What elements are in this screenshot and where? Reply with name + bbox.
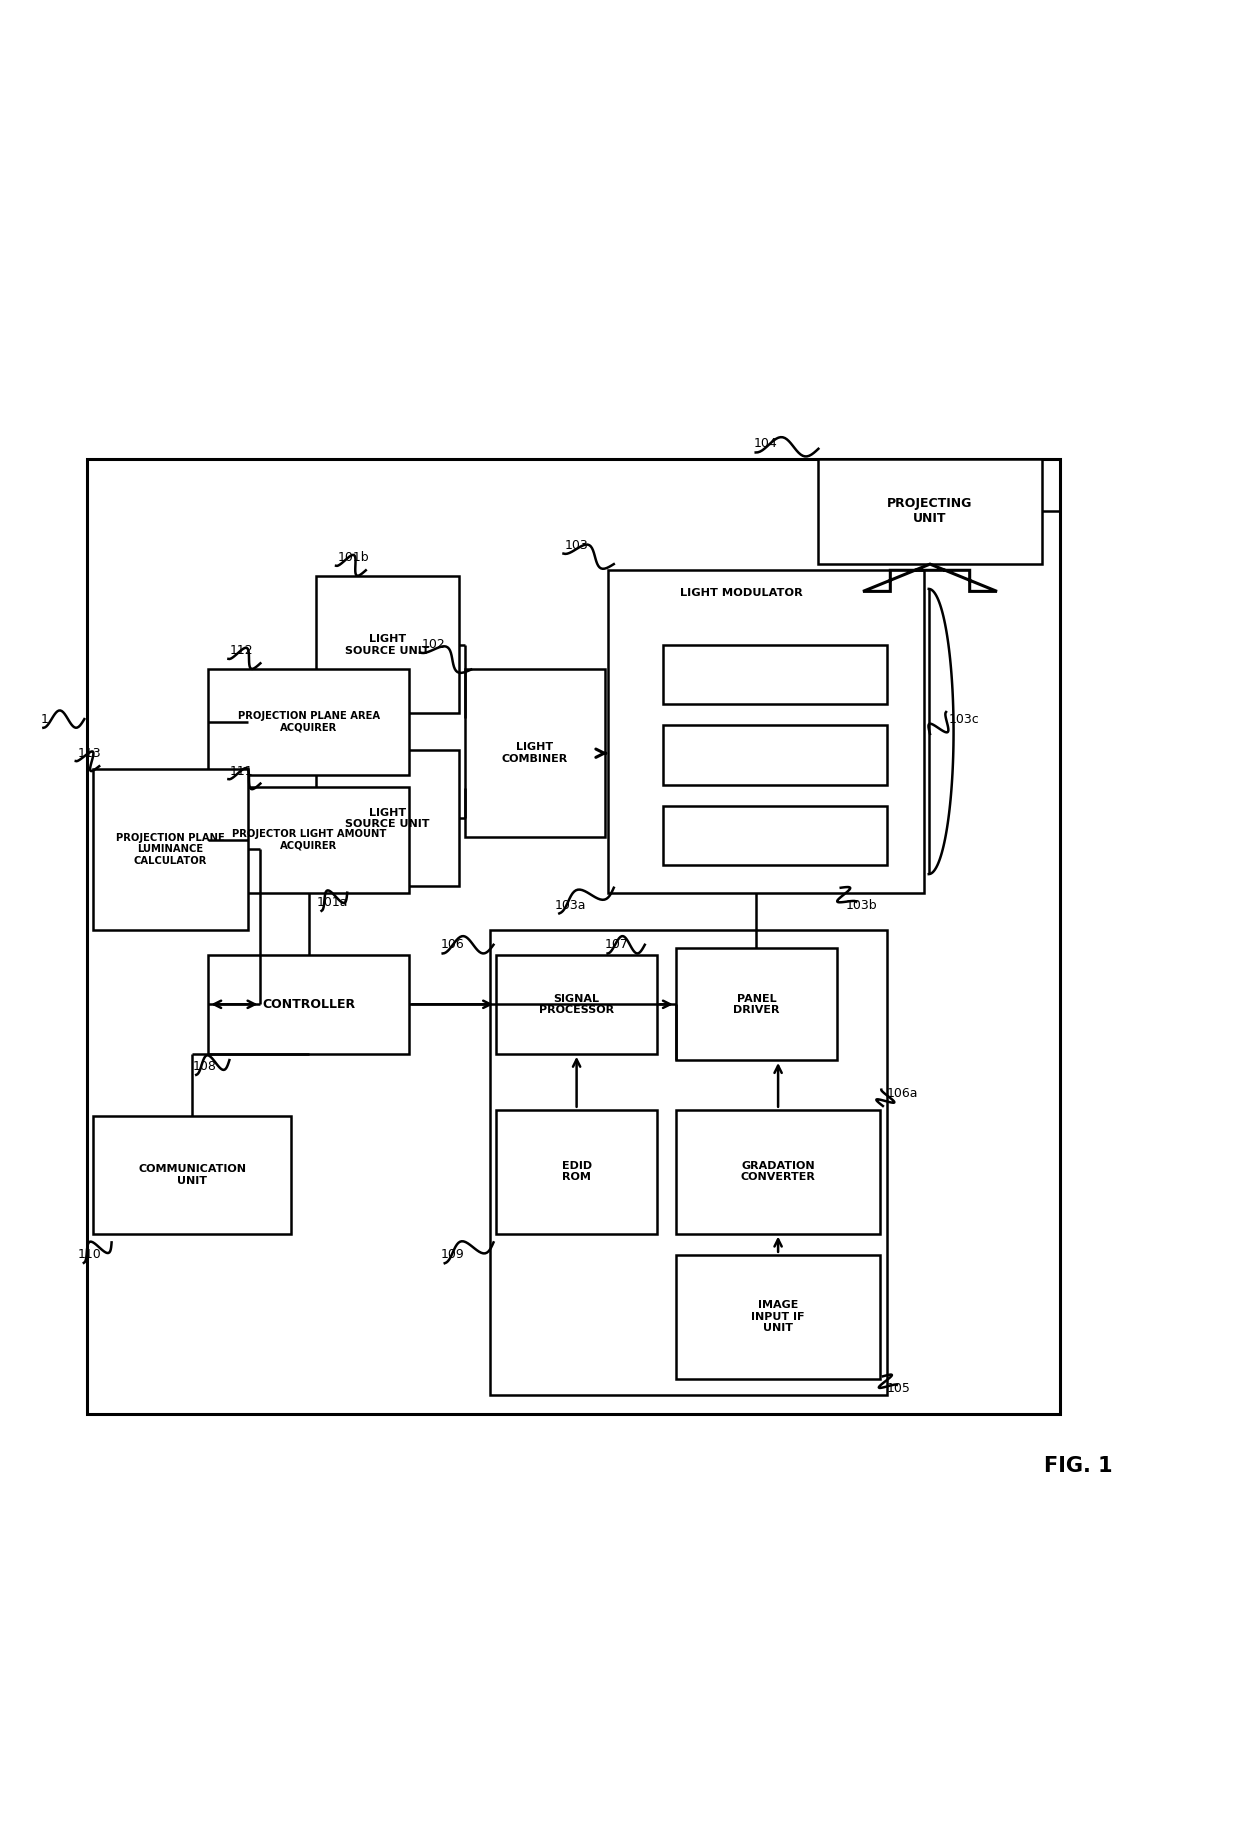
- Bar: [490, 930, 887, 1395]
- Text: 103a: 103a: [554, 899, 585, 912]
- Text: FIG. 1: FIG. 1: [1044, 1455, 1114, 1475]
- Text: PANEL
DRIVER: PANEL DRIVER: [733, 993, 780, 1015]
- Bar: [87, 459, 1060, 1413]
- Text: 101b: 101b: [337, 550, 370, 565]
- Bar: [93, 1116, 291, 1233]
- Text: 113: 113: [78, 747, 102, 760]
- Text: 101a: 101a: [316, 895, 347, 908]
- Text: 103c: 103c: [949, 712, 980, 725]
- Bar: [496, 954, 657, 1053]
- Text: 109: 109: [440, 1248, 464, 1261]
- Text: 106a: 106a: [887, 1086, 918, 1099]
- Text: GRADATION
CONVERTER: GRADATION CONVERTER: [740, 1162, 816, 1182]
- Bar: [663, 806, 887, 866]
- Text: 103b: 103b: [846, 899, 878, 912]
- Bar: [663, 725, 887, 785]
- Text: 111: 111: [229, 765, 253, 778]
- Text: 103: 103: [564, 539, 588, 552]
- Text: CONTROLLER: CONTROLLER: [262, 998, 356, 1011]
- Text: PROJECTION PLANE AREA
ACQUIRER: PROJECTION PLANE AREA ACQUIRER: [238, 712, 379, 732]
- Bar: [818, 459, 1042, 563]
- Text: 1: 1: [41, 712, 48, 725]
- Bar: [93, 769, 248, 930]
- Text: 110: 110: [78, 1248, 102, 1261]
- Text: COMMUNICATION
UNIT: COMMUNICATION UNIT: [138, 1163, 247, 1185]
- Text: 108: 108: [192, 1061, 216, 1073]
- Bar: [316, 751, 459, 886]
- Text: 104: 104: [754, 437, 777, 450]
- Text: PROJECTION PLANE
LUMINANCE
CALCULATOR: PROJECTION PLANE LUMINANCE CALCULATOR: [117, 833, 224, 866]
- Bar: [676, 1110, 880, 1233]
- Bar: [608, 571, 924, 892]
- Bar: [676, 949, 837, 1061]
- Bar: [208, 670, 409, 774]
- Text: 105: 105: [887, 1382, 910, 1395]
- Bar: [316, 576, 459, 714]
- Text: PROJECTOR LIGHT AMOUNT
ACQUIRER: PROJECTOR LIGHT AMOUNT ACQUIRER: [232, 829, 386, 851]
- Bar: [676, 1255, 880, 1378]
- Bar: [663, 644, 887, 705]
- Bar: [496, 1110, 657, 1233]
- Text: IMAGE
INPUT IF
UNIT: IMAGE INPUT IF UNIT: [751, 1301, 805, 1334]
- Text: 106: 106: [440, 938, 464, 951]
- Text: LIGHT
SOURCE UNIT: LIGHT SOURCE UNIT: [345, 633, 430, 655]
- Bar: [465, 670, 605, 837]
- Bar: [208, 787, 409, 892]
- Text: EDID
ROM: EDID ROM: [562, 1162, 591, 1182]
- Text: LIGHT MODULATOR: LIGHT MODULATOR: [680, 587, 802, 598]
- Text: 102: 102: [422, 639, 445, 651]
- Polygon shape: [863, 563, 997, 591]
- Bar: [208, 954, 409, 1053]
- Text: 112: 112: [229, 644, 253, 657]
- Text: PROJECTING
UNIT: PROJECTING UNIT: [888, 497, 972, 525]
- Text: LIGHT
COMBINER: LIGHT COMBINER: [502, 743, 568, 763]
- Text: 107: 107: [605, 938, 629, 951]
- Text: SIGNAL
PROCESSOR: SIGNAL PROCESSOR: [539, 993, 614, 1015]
- Text: LIGHT
SOURCE UNIT: LIGHT SOURCE UNIT: [345, 807, 430, 829]
